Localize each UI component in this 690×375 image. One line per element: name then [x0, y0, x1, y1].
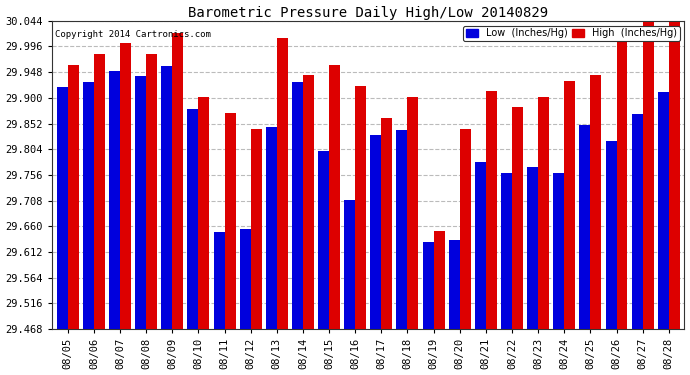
Bar — [616, 33, 627, 329]
Bar — [606, 141, 616, 329]
Bar — [422, 242, 433, 329]
Bar — [553, 173, 564, 329]
Bar — [266, 127, 277, 329]
Bar — [57, 87, 68, 329]
Bar — [448, 240, 460, 329]
Bar — [303, 75, 314, 329]
Bar — [329, 64, 340, 329]
Bar — [161, 66, 172, 329]
Text: Copyright 2014 Cartronics.com: Copyright 2014 Cartronics.com — [55, 30, 211, 39]
Bar — [460, 129, 471, 329]
Bar — [512, 108, 523, 329]
Bar — [68, 64, 79, 329]
Bar — [94, 54, 105, 329]
Bar — [109, 71, 120, 329]
Bar — [318, 152, 329, 329]
Bar — [580, 124, 591, 329]
Bar — [527, 168, 538, 329]
Bar — [591, 75, 602, 329]
Bar — [188, 108, 199, 329]
Bar — [199, 97, 209, 329]
Bar — [250, 129, 262, 329]
Bar — [642, 22, 653, 329]
Legend: Low  (Inches/Hg), High  (Inches/Hg): Low (Inches/Hg), High (Inches/Hg) — [463, 26, 680, 41]
Bar — [475, 162, 486, 329]
Bar — [120, 43, 131, 329]
Bar — [433, 231, 444, 329]
Bar — [397, 130, 408, 329]
Bar — [669, 22, 680, 329]
Bar — [146, 54, 157, 329]
Bar — [355, 86, 366, 329]
Bar — [135, 76, 146, 329]
Bar — [83, 82, 94, 329]
Bar — [486, 92, 497, 329]
Bar — [214, 232, 224, 329]
Bar — [564, 81, 575, 329]
Bar — [631, 114, 642, 329]
Bar — [224, 113, 235, 329]
Bar — [239, 229, 250, 329]
Bar — [344, 200, 355, 329]
Bar — [277, 38, 288, 329]
Bar — [292, 82, 303, 329]
Bar — [371, 135, 382, 329]
Bar — [658, 93, 669, 329]
Bar — [501, 173, 512, 329]
Bar — [382, 118, 393, 329]
Title: Barometric Pressure Daily High/Low 20140829: Barometric Pressure Daily High/Low 20140… — [188, 6, 549, 20]
Bar — [538, 97, 549, 329]
Bar — [172, 33, 184, 329]
Bar — [408, 97, 418, 329]
